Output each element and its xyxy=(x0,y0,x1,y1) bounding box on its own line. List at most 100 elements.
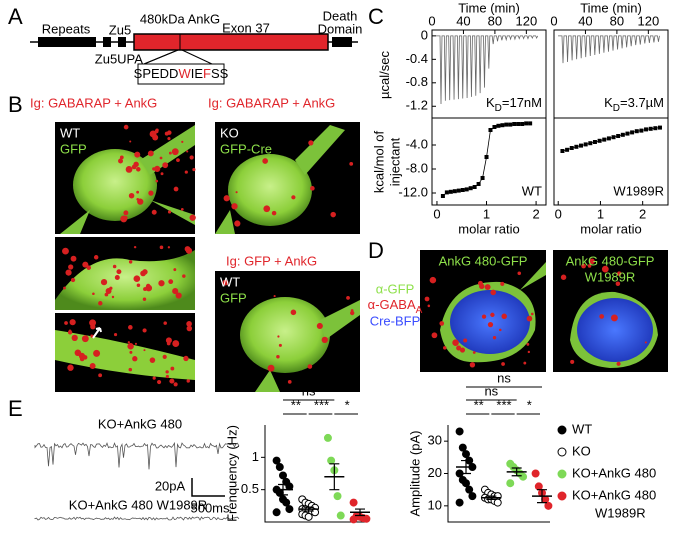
y-label-part: µcal/sec xyxy=(377,51,392,99)
puncta xyxy=(123,124,129,130)
x-tick-label: 2 xyxy=(639,206,646,221)
image-label: GFP xyxy=(220,290,247,305)
x-tick-label: 1 xyxy=(597,206,604,221)
exon-box xyxy=(133,33,329,51)
puncta xyxy=(65,269,72,276)
puncta xyxy=(152,376,156,380)
puncta xyxy=(456,345,462,351)
puncta xyxy=(424,296,430,302)
cell xyxy=(577,298,653,362)
data-point xyxy=(492,125,497,129)
data-point xyxy=(349,498,358,507)
panel-label: E xyxy=(8,396,23,421)
puncta xyxy=(523,361,527,365)
puncta xyxy=(644,341,647,344)
x-tick-label: 120 xyxy=(515,13,537,28)
repeats-box xyxy=(38,37,96,47)
data-point xyxy=(519,472,528,481)
image-label: GFP xyxy=(60,141,87,156)
significance: ns xyxy=(315,370,329,385)
puncta xyxy=(263,205,271,213)
puncta xyxy=(147,150,154,157)
puncta xyxy=(262,158,269,164)
y-label: injectant xyxy=(387,137,402,186)
data-point xyxy=(625,131,630,136)
sequence-part: W xyxy=(178,66,191,81)
puncta xyxy=(231,203,238,210)
puncta xyxy=(581,263,586,269)
data-point xyxy=(460,188,465,192)
data-point xyxy=(644,127,649,132)
puncta xyxy=(128,325,133,330)
puncta xyxy=(165,374,169,379)
image-label: WT xyxy=(60,125,80,140)
cell xyxy=(240,297,330,373)
data-point xyxy=(282,498,291,507)
data-point xyxy=(560,149,565,153)
legend-label: KO xyxy=(572,443,591,458)
data-point xyxy=(496,123,501,128)
data-point xyxy=(452,189,457,194)
data-point xyxy=(285,505,294,514)
sequence: SPEDDWIEFSS xyxy=(134,66,229,81)
data-point xyxy=(606,136,611,141)
x-label: molar ratio xyxy=(458,221,519,236)
cell xyxy=(215,125,345,234)
data-point xyxy=(516,122,521,126)
puncta xyxy=(154,129,159,134)
puncta xyxy=(125,166,133,173)
puncta xyxy=(142,269,148,275)
puncta xyxy=(165,370,169,374)
puncta xyxy=(526,315,533,322)
y-tick-label: -4.0 xyxy=(406,136,428,151)
puncta xyxy=(109,286,113,290)
data-point xyxy=(504,122,509,127)
puncta xyxy=(452,339,459,346)
data-point xyxy=(455,498,464,507)
puncta xyxy=(172,340,180,348)
puncta xyxy=(168,151,172,155)
data-point xyxy=(657,125,662,130)
error-bar xyxy=(355,508,365,517)
puncta xyxy=(98,373,103,378)
puncta xyxy=(127,343,134,350)
image-label: WT xyxy=(220,274,240,289)
puncta xyxy=(615,281,621,286)
puncta xyxy=(189,214,196,221)
puncta xyxy=(70,255,77,262)
puncta xyxy=(82,261,89,268)
puncta xyxy=(439,321,445,326)
cell xyxy=(450,290,530,354)
fit-line xyxy=(442,123,531,197)
data-point xyxy=(472,185,477,189)
puncta xyxy=(134,151,141,158)
cell xyxy=(55,330,195,380)
puncta xyxy=(167,246,171,249)
legend-marker xyxy=(557,491,567,501)
kd-label-part: =17nM xyxy=(502,95,542,110)
puncta xyxy=(159,245,164,250)
x-label: molar ratio xyxy=(580,221,641,236)
puncta xyxy=(490,289,497,296)
puncta xyxy=(490,312,495,318)
puncta xyxy=(104,292,109,297)
data-point xyxy=(440,194,445,198)
significance: * xyxy=(345,397,350,412)
puncta xyxy=(290,309,297,316)
data-point xyxy=(464,187,469,192)
data-point xyxy=(544,501,553,510)
x-tick-label: 80 xyxy=(488,13,502,28)
data-point xyxy=(506,479,515,488)
puncta xyxy=(560,274,567,280)
puncta xyxy=(316,322,323,330)
data-point xyxy=(579,143,584,148)
data-point xyxy=(362,514,371,523)
puncta xyxy=(69,319,76,326)
legend-marker xyxy=(557,469,567,479)
puncta xyxy=(180,207,184,211)
data-point xyxy=(583,142,588,147)
data-point xyxy=(462,450,470,459)
significance: ns xyxy=(302,383,316,398)
legend-label: KO+AnkG 480 xyxy=(572,487,656,502)
cell xyxy=(255,300,360,392)
